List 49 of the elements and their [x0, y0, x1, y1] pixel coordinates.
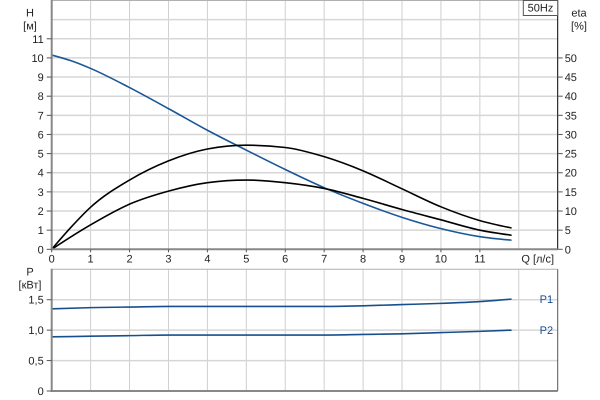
y-tick-label: 8 [38, 91, 44, 104]
y2-tick-label: 30 [564, 129, 577, 142]
y2-tick-label: 25 [564, 148, 577, 161]
x-tick-label: 3 [165, 253, 172, 266]
y2-tick-label: 50 [564, 52, 577, 65]
y-tick-label: 10 [31, 52, 44, 65]
y-tick-label: 5 [38, 148, 44, 161]
text: P1 [540, 294, 554, 306]
x-tick-label: 1 [88, 253, 94, 266]
line-series [50, 329, 512, 338]
x-tick-label: 2 [126, 253, 133, 266]
y2-tick-label: 5 [564, 225, 571, 238]
text: P2 [540, 325, 554, 338]
y-tick-label: 1 [38, 225, 44, 238]
y-tick-label: 0 [38, 386, 44, 398]
chart-title: 50Hz [528, 2, 554, 14]
x-tick-label: 4 [204, 253, 210, 266]
y2-tick-label: 0 [564, 244, 571, 256]
y2-tick-label: 35 [564, 110, 577, 122]
x-axis-title: Q [л/с] [521, 253, 554, 266]
y-tick-label: 4 [38, 168, 44, 180]
x-tick-label: 6 [282, 253, 288, 266]
x-tick-label: 11 [474, 253, 486, 266]
y-axis-title: P [кВт] [18, 266, 42, 292]
y-tick-label: 2 [38, 206, 44, 218]
y-tick-label: 1,0 [28, 325, 44, 338]
x-tick-label: 9 [398, 253, 406, 266]
line-series [50, 54, 512, 241]
y-tick-label: 3 [38, 186, 44, 199]
y-tick-label: 6 [38, 129, 44, 142]
y2-tick-label: 45 [564, 72, 577, 84]
x-tick-label: 10 [434, 253, 448, 266]
y-tick-label: 7 [38, 110, 44, 122]
y-tick-label: 1,5 [28, 294, 44, 307]
y-axis-title: H [м] [23, 8, 37, 32]
x-tick-label: 8 [360, 253, 366, 266]
x-tick-label: 7 [321, 253, 328, 266]
y2-tick-label: 40 [564, 91, 577, 104]
line-series [50, 298, 512, 310]
y2-tick-label: 15 [564, 186, 577, 199]
y-tick-label: 0 [38, 244, 44, 256]
y2-tick-label: 20 [564, 168, 577, 180]
y-tick-label: 9 [38, 72, 44, 84]
y-tick-label: 11 [32, 34, 44, 46]
x-tick-label: 0 [48, 253, 55, 266]
y2-axis-title: eta [%] [571, 8, 588, 32]
y-tick-label: 0,5 [28, 356, 44, 368]
y2-tick-label: 10 [564, 206, 577, 218]
x-tick-label: 5 [243, 253, 250, 266]
